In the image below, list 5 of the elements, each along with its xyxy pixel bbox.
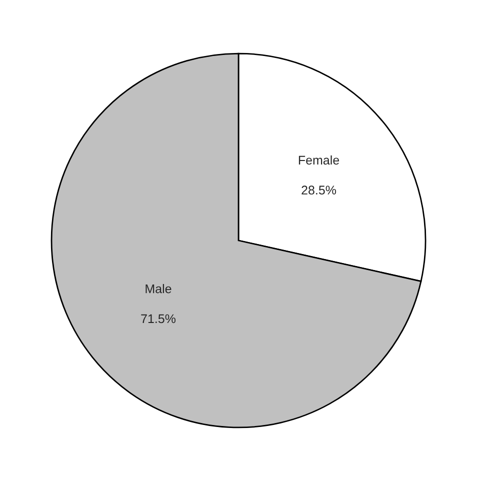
- data-label: 71.5%: [141, 314, 176, 324]
- data-label: 28.5%: [302, 186, 336, 195]
- pie-slice: [50, 52, 422, 428]
- slice-label: Female: [298, 155, 340, 165]
- slice-label: Male: [146, 284, 172, 294]
